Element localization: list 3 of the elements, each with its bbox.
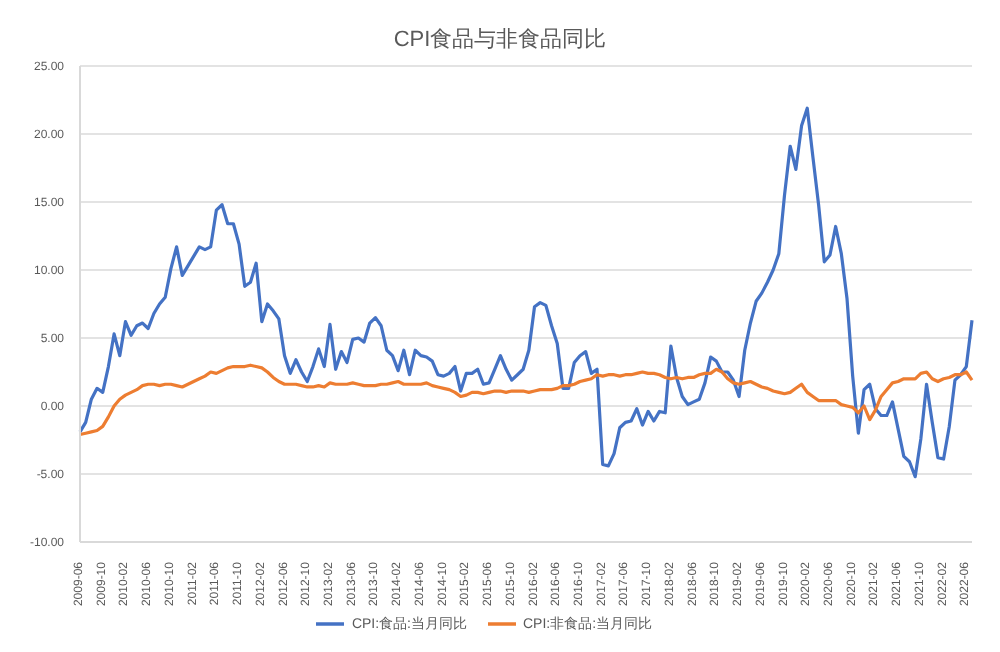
line-series — [78, 363, 974, 437]
line-series — [78, 106, 974, 479]
chart-title: CPI食品与非食品同比 — [391, 26, 609, 54]
